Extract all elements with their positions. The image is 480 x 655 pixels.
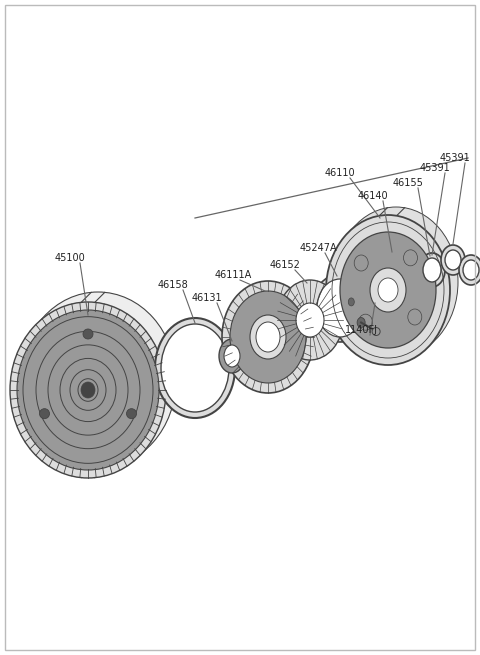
Ellipse shape bbox=[222, 281, 314, 393]
Ellipse shape bbox=[127, 409, 136, 419]
Ellipse shape bbox=[459, 255, 480, 285]
Ellipse shape bbox=[359, 314, 372, 330]
Ellipse shape bbox=[354, 255, 368, 271]
Text: 45391: 45391 bbox=[420, 163, 451, 173]
Text: 45391: 45391 bbox=[440, 153, 471, 163]
Ellipse shape bbox=[219, 339, 245, 373]
Ellipse shape bbox=[39, 409, 49, 419]
Text: 46155: 46155 bbox=[393, 178, 424, 188]
Ellipse shape bbox=[463, 260, 479, 280]
Text: 46152: 46152 bbox=[270, 260, 301, 270]
Ellipse shape bbox=[326, 215, 450, 365]
Ellipse shape bbox=[312, 274, 368, 342]
Ellipse shape bbox=[348, 298, 354, 306]
Ellipse shape bbox=[378, 278, 398, 302]
Ellipse shape bbox=[81, 382, 95, 398]
Ellipse shape bbox=[277, 280, 343, 360]
Ellipse shape bbox=[445, 250, 461, 270]
Text: 45247A: 45247A bbox=[300, 243, 337, 253]
Ellipse shape bbox=[441, 245, 465, 275]
Ellipse shape bbox=[224, 345, 240, 367]
Ellipse shape bbox=[370, 268, 406, 312]
Ellipse shape bbox=[419, 253, 445, 287]
Ellipse shape bbox=[161, 324, 229, 412]
Ellipse shape bbox=[357, 318, 365, 328]
Ellipse shape bbox=[296, 303, 324, 337]
Text: 46110: 46110 bbox=[325, 168, 356, 178]
Text: 46140: 46140 bbox=[358, 191, 389, 201]
Text: 46111A: 46111A bbox=[215, 270, 252, 280]
Text: 46158: 46158 bbox=[158, 280, 189, 290]
Ellipse shape bbox=[155, 318, 235, 418]
Text: 46131: 46131 bbox=[192, 293, 223, 303]
Ellipse shape bbox=[20, 292, 176, 468]
Ellipse shape bbox=[10, 302, 166, 478]
Ellipse shape bbox=[230, 291, 306, 383]
Text: 45100: 45100 bbox=[55, 253, 86, 263]
Ellipse shape bbox=[334, 207, 458, 357]
Ellipse shape bbox=[408, 309, 422, 325]
Ellipse shape bbox=[256, 322, 280, 352]
Ellipse shape bbox=[423, 258, 441, 282]
Ellipse shape bbox=[340, 232, 436, 348]
Ellipse shape bbox=[404, 250, 418, 266]
Text: 1140FJ: 1140FJ bbox=[345, 325, 378, 335]
Ellipse shape bbox=[372, 328, 380, 335]
Ellipse shape bbox=[317, 279, 363, 337]
Ellipse shape bbox=[17, 310, 159, 470]
Ellipse shape bbox=[83, 329, 93, 339]
Ellipse shape bbox=[250, 315, 286, 359]
